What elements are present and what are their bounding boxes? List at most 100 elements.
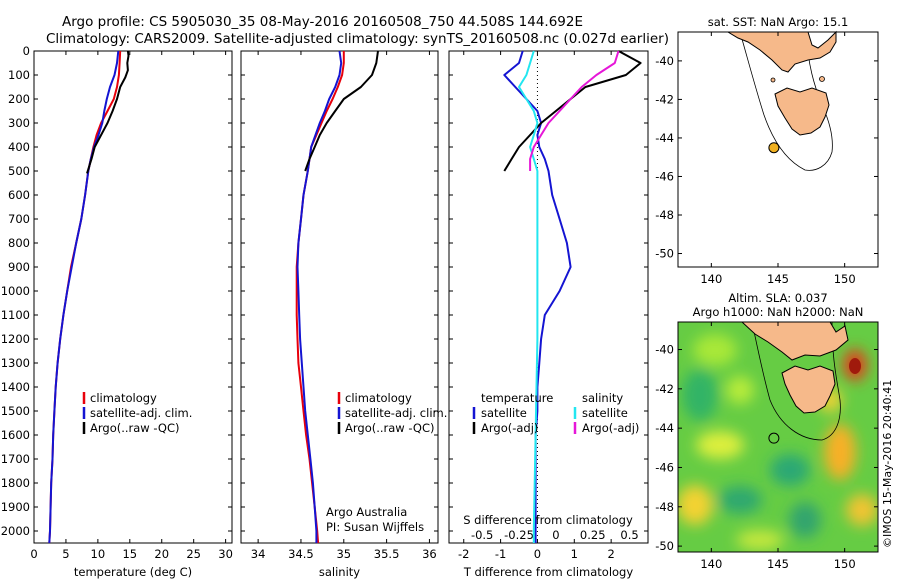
series-line (518, 50, 539, 543)
map-y-tick-label: -48 (655, 500, 674, 514)
argo-position-marker (768, 432, 780, 444)
x-tick-label: 20 (154, 547, 169, 561)
map-y-tick-label: -50 (655, 247, 674, 261)
legend-label-argo: Argo(..raw -QC) (90, 421, 180, 435)
y-tick-label: 1400 (1, 380, 30, 394)
sla-map-axes: 140 145 150 -40 -42 -44 -46 -48 -50 (655, 322, 878, 571)
map-y-tick-label: -46 (655, 169, 674, 183)
x-tick-label: 5 (62, 547, 69, 561)
y-tick-label: 1200 (1, 332, 30, 346)
map-x-tick-label: 145 (767, 272, 789, 286)
header-line1: Argo profile: CS 5905030_35 08-May-2016 … (62, 14, 583, 30)
temperature-legend: climatology satellite-adj. clim. Argo(..… (82, 391, 192, 435)
sla-blob (718, 486, 762, 514)
sla-map-title: Altim. SLA: 0.037 (728, 291, 827, 305)
sst-map-axes: 140 145 150 -40 -42 -44 -46 -48 -50 (655, 32, 878, 286)
y-tick-label: 100 (8, 68, 30, 82)
credit-argo-australia: Argo Australia (326, 505, 407, 519)
sla-blob (693, 334, 737, 366)
y-tick-label: 300 (8, 116, 30, 130)
map-x-tick-label: 150 (834, 557, 856, 571)
map-y-tick-label: -44 (655, 131, 674, 145)
legend-label-climatology: climatology (345, 391, 412, 405)
map-x-tick-label: 145 (767, 557, 789, 571)
s-difference-axis-title: S difference from climatology (463, 513, 633, 527)
y-tick-label: 1700 (1, 452, 30, 466)
sst-map-title: sat. SST: NaN Argo: 15.1 (708, 15, 849, 29)
map-y-tick-label: -50 (655, 539, 674, 553)
sst-map-flinders-island (819, 76, 825, 82)
legend-title-temperature: temperature (481, 391, 553, 405)
series-line (48, 50, 120, 544)
sla-blob (736, 530, 784, 550)
legend-label-argo: Argo(..raw -QC) (345, 421, 435, 435)
legend-label-sal-satellite: satellite (582, 406, 628, 420)
series-line (503, 50, 642, 172)
temperature-panel-frame (33, 50, 233, 544)
salinity-legend: climatology satellite-adj. clim. Argo(..… (337, 391, 447, 435)
legend-label-satellite: satellite-adj. clim. (345, 406, 447, 420)
x-tick-label: 0 (534, 547, 541, 561)
sla-blob (726, 376, 754, 404)
x-tick-label: 36 (422, 547, 437, 561)
legend-label-temp-satellite: satellite (481, 406, 527, 420)
sla-blob (770, 454, 810, 486)
sla-map-tasmania (781, 365, 836, 414)
map-y-tick-label: -46 (655, 460, 674, 474)
y-tick-label: 1000 (1, 284, 30, 298)
temperature-plot: 0100200300400500600700800900100011001200… (1, 44, 233, 579)
y-tick-label: 1300 (1, 356, 30, 370)
legend-label-sal-argo: Argo(-adj) (582, 421, 639, 435)
y-tick-label: 1500 (1, 404, 30, 418)
y-tick-label: 200 (8, 92, 30, 106)
sla-blob (846, 494, 878, 526)
difference-plot: -2 -1 0 1 2T difference from climatology-0.5… (449, 50, 648, 579)
x-tick-label: 0 (30, 547, 37, 561)
map-x-tick-label: 140 (700, 557, 722, 571)
y-tick-label: 1600 (1, 428, 30, 442)
x-tick-label: 15 (122, 547, 137, 561)
y-tick-label: 600 (8, 188, 30, 202)
sst-map-mainland (726, 30, 837, 73)
sla-map-subtitle: Argo h1000: NaN h2000: NaN (693, 305, 864, 319)
sla-map-field (678, 322, 878, 552)
map-y-tick-label: -48 (655, 208, 674, 222)
x-tick-label: 35.5 (374, 547, 400, 561)
header-line2: Climatology: CARS2009. Satellite-adjuste… (46, 31, 669, 47)
x-tick-label: -1 (495, 547, 506, 561)
y-tick-label: 900 (8, 260, 30, 274)
x-tick-label: 10 (91, 547, 106, 561)
top-tick-label: -0.25 (504, 528, 534, 542)
map-y-tick-label: -42 (655, 92, 674, 106)
sla-blob (696, 431, 744, 459)
top-tick-label: 0 (552, 528, 559, 542)
y-tick-label: 800 (8, 236, 30, 250)
sla-map-mainland (741, 322, 849, 361)
x-tick-label: 25 (186, 547, 201, 561)
sst-map-tasmania (774, 87, 830, 136)
x-tick-label: 34 (251, 547, 266, 561)
y-tick-label: 2000 (1, 524, 30, 538)
x-tick-label: 1 (571, 547, 578, 561)
y-tick-label: 1800 (1, 476, 30, 490)
sla-blob (682, 369, 718, 421)
series-line (529, 50, 620, 171)
sst-map-king-island (770, 77, 776, 83)
y-tick-label: 500 (8, 164, 30, 178)
sla-blob (824, 424, 856, 480)
map-x-tick-label: 150 (834, 272, 856, 286)
difference-panel-frame (448, 50, 649, 544)
x-tick-label: 34.5 (288, 547, 314, 561)
x-axis-label: T difference from climatology (463, 565, 634, 579)
legend-label-temp-argo: Argo(-adj) (481, 421, 538, 435)
x-tick-label: 30 (218, 547, 233, 561)
x-axis-label: salinity (319, 565, 360, 579)
map-x-tick-label: 140 (700, 272, 722, 286)
legend-label-satellite: satellite-adj. clim. (90, 406, 192, 420)
argo-position-marker (768, 142, 780, 154)
x-axis-label: temperature (deg C) (74, 565, 192, 579)
top-tick-label: 0.5 (620, 528, 638, 542)
sla-blob (789, 502, 821, 538)
sla-map-contour (751, 322, 841, 441)
